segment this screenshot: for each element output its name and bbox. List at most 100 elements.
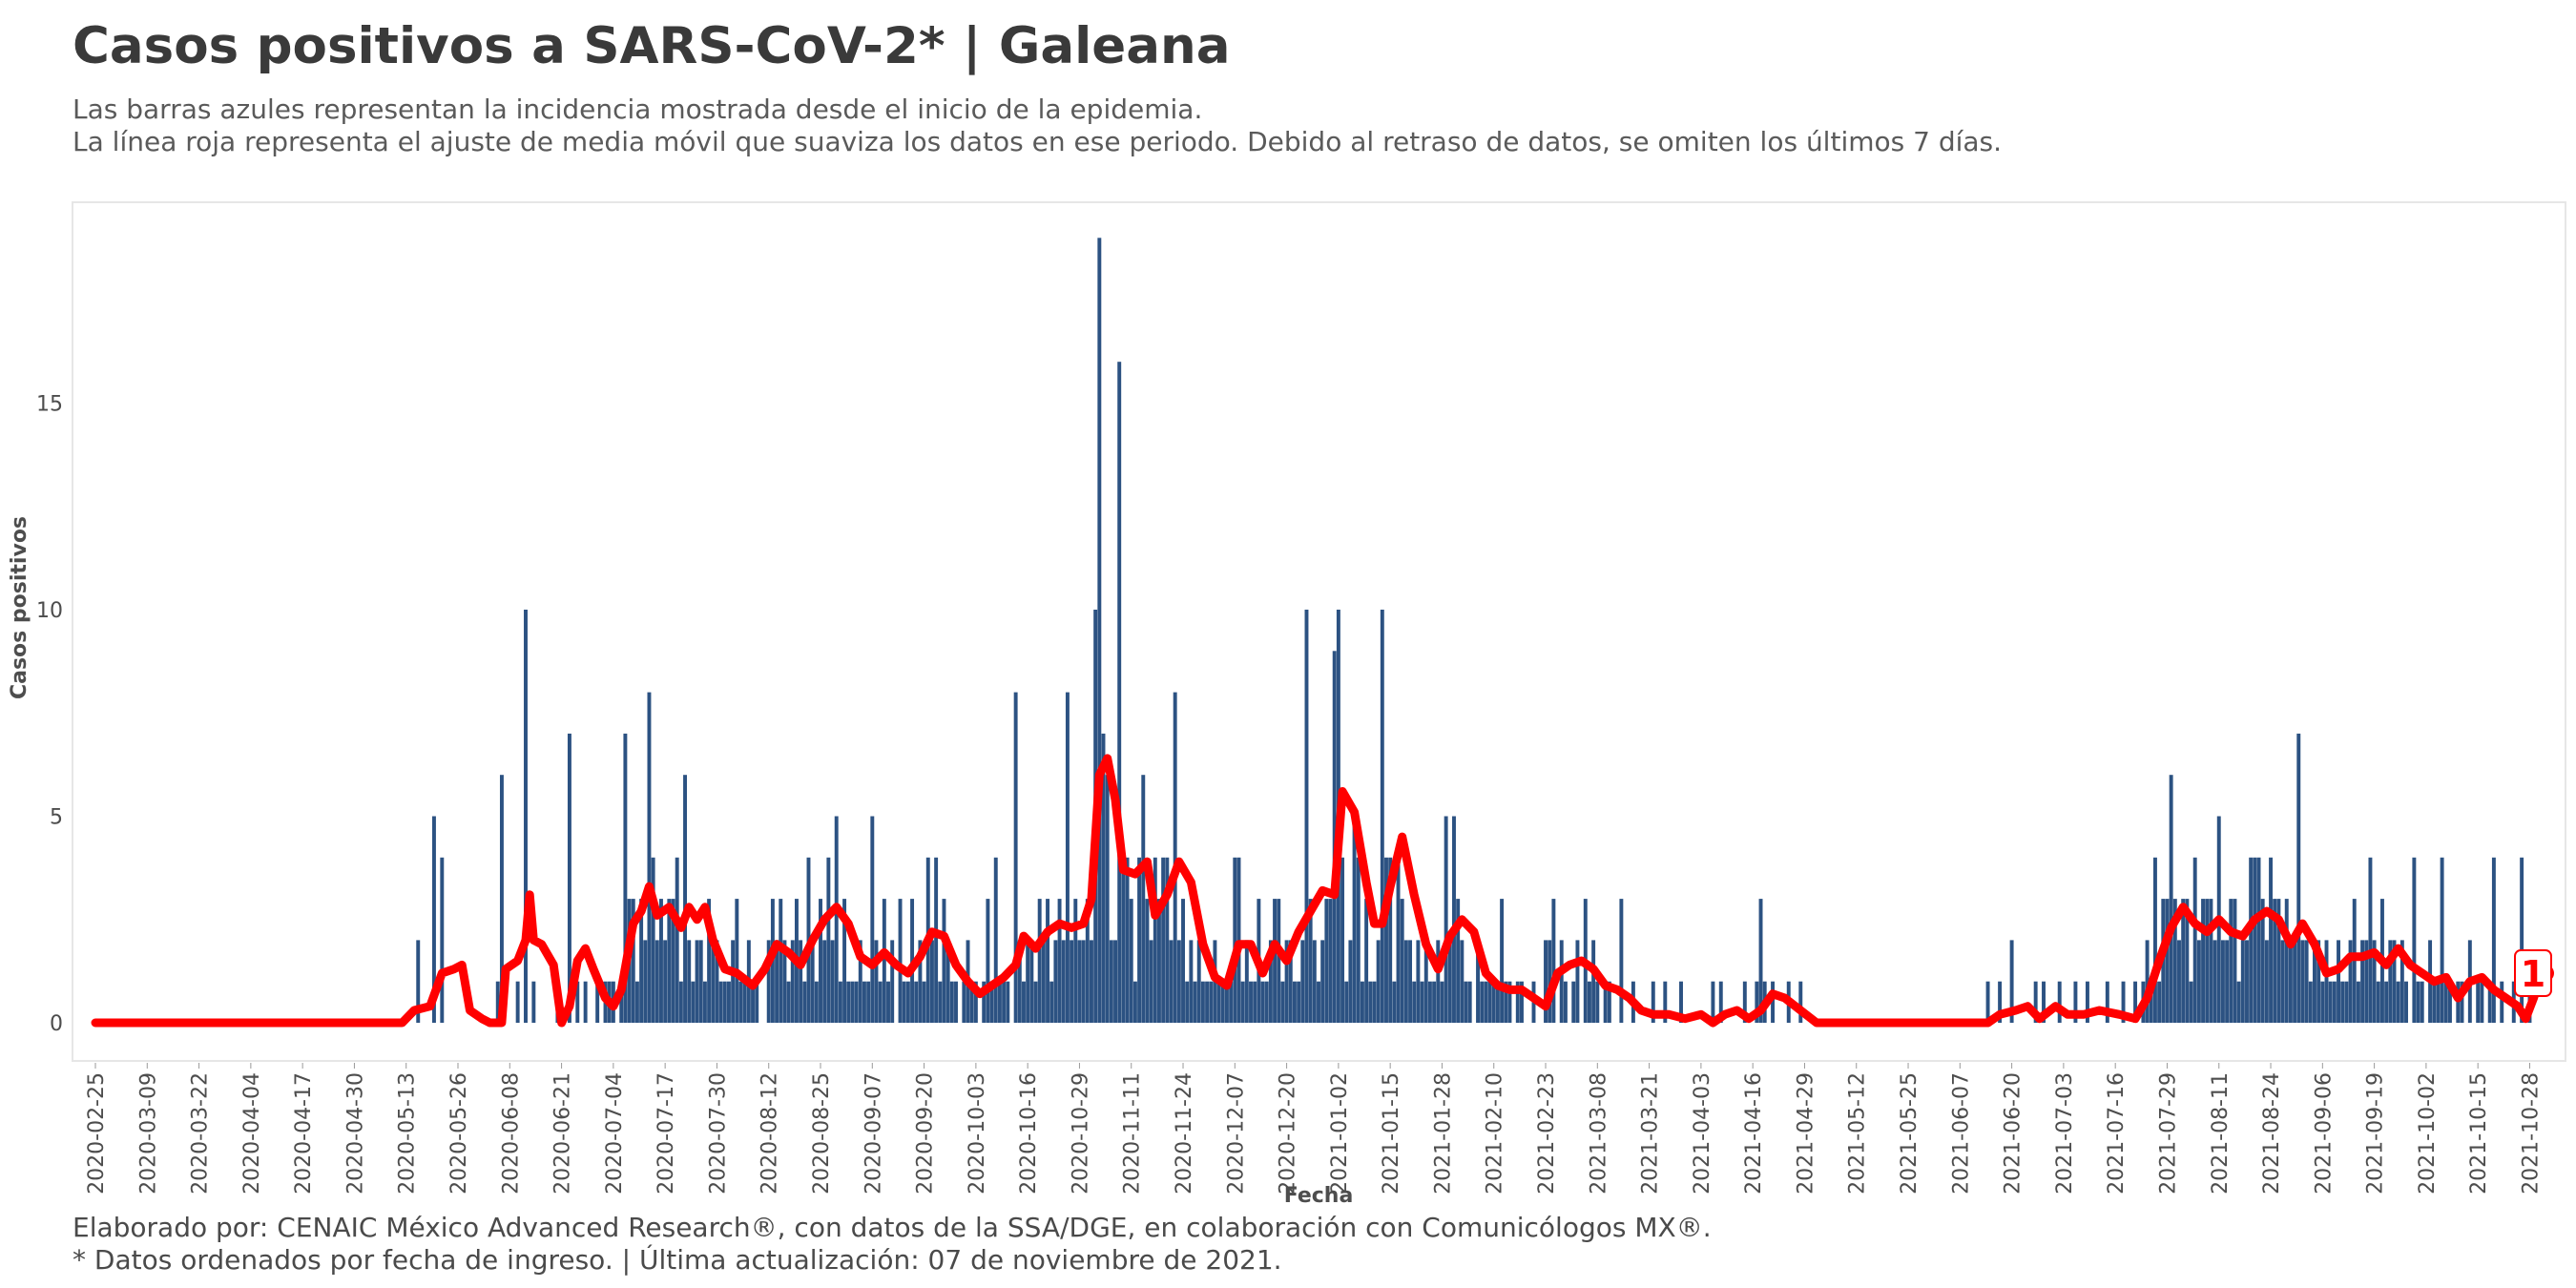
bar	[1376, 940, 1381, 1023]
bar	[799, 940, 803, 1023]
end-label-box	[2514, 949, 2552, 998]
bar	[882, 899, 886, 1023]
bar	[929, 940, 934, 1023]
x-tick-label: 2020-09-20	[914, 1072, 938, 1195]
bar	[814, 981, 819, 1023]
bar	[1548, 940, 1552, 1023]
y-tick-label: 0	[50, 1012, 63, 1036]
bar	[2121, 981, 2126, 1023]
bar	[431, 816, 436, 1023]
x-tick-label: 2020-09-07	[862, 1072, 885, 1195]
bar	[2388, 940, 2393, 1023]
bar	[2396, 981, 2400, 1023]
bar	[1384, 857, 1388, 1023]
bar	[1193, 981, 1197, 1023]
bar	[1711, 981, 1715, 1023]
bar	[2293, 940, 2297, 1023]
bar	[2181, 899, 2186, 1023]
caption-line-1: Elaborado por: CENAIC México Advanced Re…	[73, 1212, 1712, 1243]
bar	[989, 981, 994, 1023]
bar	[1317, 981, 1320, 1023]
bar	[2229, 899, 2233, 1023]
bar	[2085, 981, 2089, 1023]
bar	[499, 775, 504, 1023]
bar	[858, 940, 862, 1023]
bar	[1742, 981, 1747, 1023]
bar	[1109, 940, 1113, 1023]
bar	[2500, 981, 2504, 1023]
bar	[2308, 981, 2313, 1023]
bar	[1288, 940, 1293, 1023]
x-tick-label: 2020-10-29	[1069, 1072, 1092, 1195]
x-tick-label: 2021-08-24	[2260, 1072, 2284, 1195]
subtitle-line-1: Las barras azules representan la inciden…	[73, 93, 1203, 125]
bar	[1718, 981, 1723, 1023]
bar	[678, 981, 683, 1023]
bar	[1484, 981, 1488, 1023]
bar	[2225, 940, 2230, 1023]
bar	[2256, 857, 2261, 1023]
x-tick-label: 2020-04-04	[240, 1072, 264, 1195]
bar	[2384, 981, 2389, 1023]
bar	[2273, 899, 2277, 1023]
bar	[1220, 981, 1225, 1023]
bar	[862, 981, 866, 1023]
bar	[1324, 899, 1329, 1023]
bar	[1264, 981, 1269, 1023]
bar	[1200, 981, 1205, 1023]
plot-panel	[72, 201, 2566, 1062]
bar	[1233, 857, 1237, 1023]
bar	[1416, 940, 1421, 1023]
bar	[1081, 940, 1086, 1023]
bar	[2057, 981, 2062, 1023]
x-tick-label: 2021-10-15	[2467, 1072, 2491, 1195]
bar	[647, 692, 652, 1023]
bar	[1169, 940, 1174, 1023]
x-tick-label: 2020-02-25	[85, 1072, 109, 1195]
bar	[2284, 899, 2289, 1023]
bar	[1070, 940, 1074, 1023]
bar	[2332, 981, 2337, 1023]
bar	[2313, 940, 2316, 1023]
bar	[595, 981, 600, 1023]
x-tick-label: 2021-06-20	[2002, 1072, 2025, 1195]
bar	[1559, 940, 1564, 1023]
bar	[440, 857, 445, 1023]
bar	[2432, 981, 2437, 1023]
bar	[775, 940, 779, 1023]
bar	[2316, 940, 2321, 1023]
bar	[1101, 733, 1106, 1023]
bar	[1165, 857, 1170, 1023]
y-tick-label: 5	[50, 806, 63, 830]
bar	[1332, 651, 1337, 1023]
bar	[1320, 940, 1325, 1023]
bar	[2276, 899, 2281, 1023]
bar	[1571, 981, 1576, 1023]
bar	[2196, 940, 2201, 1023]
x-tick-label: 2021-04-16	[1742, 1072, 1766, 1195]
bar	[1297, 981, 1301, 1023]
bar	[2300, 940, 2305, 1023]
bar	[1607, 981, 1611, 1023]
x-tick-label: 2020-04-30	[343, 1072, 367, 1195]
bar	[2447, 981, 2452, 1023]
bar	[2152, 857, 2157, 1023]
bar	[2253, 857, 2257, 1023]
bar	[742, 981, 747, 1023]
bar	[1077, 940, 1082, 1023]
bar	[1037, 899, 1042, 1023]
bar	[1408, 940, 1413, 1023]
x-tick-label: 2021-07-03	[2053, 1072, 2077, 1195]
bar	[531, 981, 536, 1023]
bar	[2209, 899, 2213, 1023]
bar	[1507, 981, 1512, 1023]
bar	[1249, 981, 1253, 1023]
x-tick-label: 2021-01-15	[1380, 1072, 1403, 1195]
bar	[1205, 981, 1210, 1023]
bar	[2185, 899, 2190, 1023]
bar	[2288, 940, 2293, 1023]
bar	[1244, 940, 1249, 1023]
bar	[1097, 238, 1102, 1024]
bar	[1268, 940, 1273, 1023]
bar	[2416, 981, 2420, 1023]
